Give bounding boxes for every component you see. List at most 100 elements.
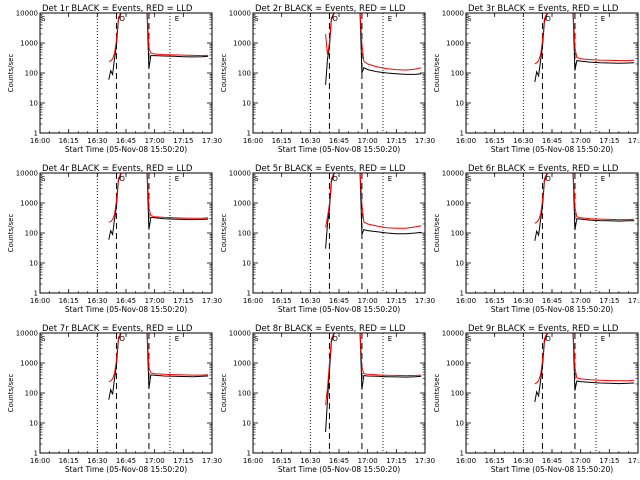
y-tick-label: 100 xyxy=(451,390,464,398)
marker-label: O xyxy=(545,15,551,23)
marker-label: E xyxy=(175,335,179,343)
y-axis-label: Counts/sec xyxy=(7,374,15,413)
x-tick-label: 17:30 xyxy=(628,297,640,305)
y-tick-label: 1 xyxy=(34,130,38,138)
marker-label: S xyxy=(41,335,46,343)
x-tick-label: 16:45 xyxy=(116,137,136,145)
x-tick-label: 16:00 xyxy=(30,457,50,465)
x-tick-label: 17:30 xyxy=(628,457,640,465)
x-axis-label: Start Time (05-Nov-08 15:50:20) xyxy=(65,305,187,314)
marker-label: S xyxy=(467,175,472,183)
y-tick-label: 10000 xyxy=(442,170,464,178)
series-line-lld xyxy=(108,13,209,62)
x-axis-label: Start Time (05-Nov-08 15:50:20) xyxy=(278,465,400,474)
y-tick-label: 100 xyxy=(25,230,38,238)
x-tick-label: 16:45 xyxy=(542,297,562,305)
x-axis-label: Start Time (05-Nov-08 15:50:20) xyxy=(491,305,613,314)
marker-label: O xyxy=(332,335,338,343)
y-tick-label: 1000 xyxy=(446,360,464,368)
x-tick-label: 16:30 xyxy=(87,137,107,145)
x-tick-label: 16:45 xyxy=(329,137,349,145)
x-tick-label: 17:30 xyxy=(415,137,435,145)
series-line-lld xyxy=(108,173,209,223)
y-tick-label: 1 xyxy=(247,450,251,458)
panel-title: Det 7r BLACK = Events, RED = LLD xyxy=(42,324,193,334)
plot-frame xyxy=(39,172,213,294)
x-tick-label: 16:15 xyxy=(485,297,505,305)
x-tick-label: 17:15 xyxy=(386,137,406,145)
marker-label: O xyxy=(332,175,338,183)
y-tick-label: 1 xyxy=(460,290,464,298)
x-tick-label: 16:30 xyxy=(300,137,320,145)
y-axis-label: Counts/sec xyxy=(7,214,15,253)
x-tick-label: 17:15 xyxy=(386,297,406,305)
panel-title: Det 2r BLACK = Events, RED = LLD xyxy=(255,4,406,14)
x-axis-label: Start Time (05-Nov-08 15:50:20) xyxy=(491,145,613,154)
y-tick-label: 1000 xyxy=(20,200,38,208)
y-tick-label: 10 xyxy=(29,420,38,428)
y-tick-label: 10000 xyxy=(229,10,251,18)
marker-label: E xyxy=(601,335,605,343)
y-tick-label: 100 xyxy=(451,70,464,78)
y-tick-label: 10000 xyxy=(16,330,38,338)
x-tick-label: 17:00 xyxy=(145,457,165,465)
x-tick-label: 16:15 xyxy=(59,297,79,305)
y-tick-label: 1000 xyxy=(446,40,464,48)
panel-title: Det 8r BLACK = Events, RED = LLD xyxy=(255,324,406,334)
x-tick-label: 16:45 xyxy=(116,457,136,465)
x-axis-label: Start Time (05-Nov-08 15:50:20) xyxy=(278,305,400,314)
x-axis-label: Start Time (05-Nov-08 15:50:20) xyxy=(65,145,187,154)
marker-label: O xyxy=(119,175,125,183)
x-tick-label: 17:00 xyxy=(571,137,591,145)
x-tick-label: 17:30 xyxy=(415,297,435,305)
x-tick-label: 16:30 xyxy=(513,137,533,145)
x-tick-label: 17:30 xyxy=(202,457,222,465)
x-tick-label: 16:30 xyxy=(513,297,533,305)
marker-label: O xyxy=(332,15,338,23)
y-tick-label: 1 xyxy=(247,290,251,298)
series-line-lld xyxy=(325,333,422,405)
x-tick-label: 17:30 xyxy=(628,137,640,145)
marker-label: O xyxy=(545,335,551,343)
series-group xyxy=(325,173,422,249)
marker-label: E xyxy=(388,15,392,23)
y-tick-label: 100 xyxy=(25,70,38,78)
marker-label: S xyxy=(254,15,259,23)
x-tick-label: 16:00 xyxy=(456,457,476,465)
y-tick-label: 1000 xyxy=(20,360,38,368)
x-tick-label: 16:15 xyxy=(485,457,505,465)
y-tick-label: 10 xyxy=(455,260,464,268)
y-tick-label: 1 xyxy=(247,130,251,138)
x-tick-label: 16:30 xyxy=(300,297,320,305)
y-tick-label: 100 xyxy=(451,230,464,238)
x-tick-label: 16:00 xyxy=(243,457,263,465)
x-tick-label: 16:45 xyxy=(542,457,562,465)
series-line-lld xyxy=(534,333,635,385)
x-tick-label: 16:45 xyxy=(116,297,136,305)
marker-label: S xyxy=(254,335,259,343)
plot-frame xyxy=(252,332,426,454)
x-tick-label: 16:45 xyxy=(542,137,562,145)
y-tick-label: 10 xyxy=(455,100,464,108)
x-axis-label: Start Time (05-Nov-08 15:50:20) xyxy=(65,465,187,474)
x-tick-label: 17:15 xyxy=(599,297,619,305)
x-axis-label: Start Time (05-Nov-08 15:50:20) xyxy=(491,465,613,474)
plot-frame xyxy=(39,332,213,454)
x-tick-label: 16:00 xyxy=(243,137,263,145)
x-tick-label: 17:15 xyxy=(386,457,406,465)
series-line-lld xyxy=(108,333,209,383)
panel-title: Det 4r BLACK = Events, RED = LLD xyxy=(42,164,193,174)
x-tick-label: 16:15 xyxy=(59,457,79,465)
x-tick-label: 17:15 xyxy=(173,457,193,465)
y-tick-label: 1000 xyxy=(233,200,251,208)
marker-label: O xyxy=(119,15,125,23)
x-tick-label: 16:30 xyxy=(87,297,107,305)
x-tick-label: 16:45 xyxy=(329,297,349,305)
